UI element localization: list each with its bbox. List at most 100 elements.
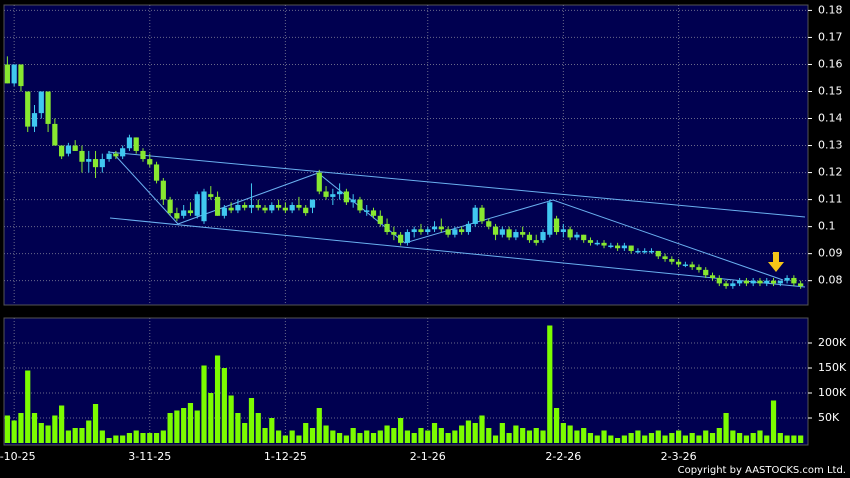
volume-bar	[113, 435, 119, 443]
candle-body	[133, 137, 139, 151]
volume-bar	[425, 430, 431, 443]
candle-body	[791, 277, 797, 284]
volume-bar	[65, 430, 72, 443]
candle-body	[181, 210, 187, 216]
candle-body	[65, 145, 72, 154]
volume-bar	[160, 430, 166, 443]
candle-body	[574, 234, 580, 238]
volume-bar	[601, 430, 607, 443]
candle-body	[418, 229, 424, 233]
candle-body	[113, 153, 119, 157]
volume-bar	[669, 433, 675, 443]
volume-bar	[723, 413, 729, 443]
candle-body	[357, 199, 363, 211]
x-tick-label: 2-3-26	[661, 450, 697, 463]
y-tick-label: 150K	[818, 361, 847, 374]
volume-bar	[770, 400, 777, 443]
volume-bar	[567, 425, 573, 443]
volume-bar	[391, 428, 397, 443]
candle-body	[214, 196, 221, 216]
candle-body	[201, 191, 207, 222]
candle-body	[676, 261, 682, 265]
volume-bar	[594, 435, 600, 443]
volume-bar	[581, 428, 587, 443]
volume-bar	[255, 413, 261, 443]
volume-bar	[316, 408, 322, 443]
candle-body	[296, 205, 302, 208]
candle-body	[635, 250, 641, 253]
volume-bar	[174, 410, 180, 443]
y-tick-label: 50K	[818, 411, 840, 424]
volume-bar	[587, 433, 594, 443]
candle-body	[370, 210, 377, 216]
volume-bar	[486, 428, 492, 443]
candle-body	[669, 259, 675, 262]
volume-bar	[242, 423, 248, 443]
volume-bar	[72, 428, 78, 443]
volume-bar	[228, 395, 234, 443]
volume-bar	[553, 408, 560, 443]
candle-body	[621, 245, 627, 249]
copyright: Copyright by AASTOCKS.com Ltd.	[678, 465, 846, 476]
x-tick-label: 3-11-25	[128, 450, 171, 463]
volume-bar	[140, 433, 146, 443]
candle-body	[533, 240, 539, 243]
candle-body	[682, 264, 688, 266]
volume-bar	[676, 430, 682, 443]
x-tick-label: 2-1-26	[410, 450, 446, 463]
candle-body	[194, 194, 200, 216]
volume-bar	[560, 423, 566, 443]
volume-bar	[404, 430, 411, 443]
volume-bar	[370, 433, 377, 443]
candle-body	[140, 150, 146, 160]
volume-bar	[655, 430, 661, 443]
candle-body	[513, 232, 519, 238]
volume-bar	[384, 425, 390, 443]
candle-body	[662, 256, 668, 260]
candle-body	[445, 229, 451, 235]
volume-bar	[465, 420, 472, 443]
candle-body	[709, 275, 716, 278]
volume-bar	[492, 435, 499, 443]
volume-bar	[330, 430, 336, 443]
volume-bar	[337, 433, 343, 443]
candle-body	[472, 207, 478, 224]
candle-body	[289, 205, 295, 211]
volume-bar	[357, 433, 363, 443]
candle-body	[364, 210, 370, 212]
volume-bar	[791, 435, 797, 443]
volume-bar	[275, 430, 282, 443]
volume-bar	[38, 423, 44, 443]
candle-body	[547, 202, 553, 235]
volume-bar	[513, 425, 519, 443]
candle-body	[540, 232, 546, 241]
volume-bar	[208, 393, 214, 443]
candle-body	[431, 226, 438, 230]
volume-bar	[628, 433, 634, 443]
volume-bar	[323, 425, 329, 443]
volume-bar	[479, 415, 485, 443]
candle-body	[52, 123, 58, 146]
volume-bar	[31, 413, 38, 443]
candle-body	[248, 205, 255, 208]
y-tick-label: 0.16	[818, 57, 843, 70]
volume-bar	[126, 433, 133, 443]
volume-bar	[221, 368, 227, 443]
marker-arrow	[768, 252, 784, 272]
volume-bar	[750, 433, 756, 443]
volume-bar	[533, 428, 539, 443]
volume-bar	[459, 425, 465, 443]
volume-bar	[303, 423, 309, 443]
candle-body	[350, 199, 356, 203]
volume-bar	[608, 435, 614, 443]
volume-bar	[364, 430, 370, 443]
candle-body	[560, 229, 566, 233]
candle-body	[499, 229, 505, 235]
candle-body	[99, 159, 105, 168]
volume-bar	[181, 408, 187, 443]
x-tick-label: 1-12-25	[264, 450, 307, 463]
candle-body	[642, 250, 648, 253]
volume-bar	[777, 433, 783, 443]
volume-bar	[86, 420, 92, 443]
volume-bar	[282, 435, 288, 443]
